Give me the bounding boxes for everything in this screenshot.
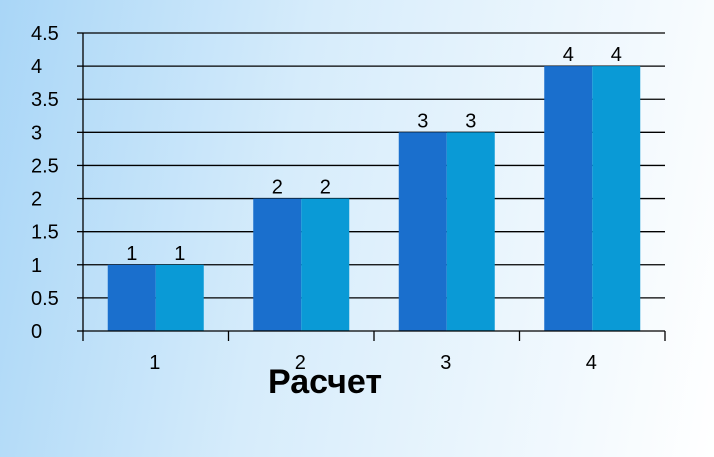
data-label: 3 bbox=[417, 110, 428, 132]
y-tick-label: 1.5 bbox=[31, 222, 59, 244]
axes bbox=[77, 32, 666, 341]
bar bbox=[155, 264, 204, 331]
data-label: 1 bbox=[174, 243, 185, 265]
data-label: 3 bbox=[465, 110, 476, 132]
y-tick-label: 4 bbox=[31, 56, 42, 78]
labels: 0 0.5 1 1.5 2 2.5 3 3.5 4 4.5 1 1 1 2 2 2 3 3 3 4 4 4 bbox=[31, 23, 622, 374]
y-tick-label: 4.5 bbox=[31, 23, 59, 45]
data-label: 4 bbox=[563, 44, 574, 66]
data-label: 4 bbox=[611, 44, 622, 66]
y-tick-label: 3.5 bbox=[31, 89, 59, 111]
data-label: 2 bbox=[320, 177, 331, 199]
x-axis-title: Расчет bbox=[268, 363, 382, 401]
bar bbox=[592, 66, 641, 331]
bar bbox=[446, 132, 495, 331]
x-tick-label: 4 bbox=[586, 352, 597, 374]
y-tick-label: 2.5 bbox=[31, 155, 59, 177]
data-label: 1 bbox=[126, 243, 137, 265]
x-tick-label: 3 bbox=[440, 352, 451, 374]
y-tick-label: 3 bbox=[31, 122, 42, 144]
y-tick-label: 0.5 bbox=[31, 288, 59, 310]
x-tick-label: 2 bbox=[295, 352, 306, 374]
y-tick-label: 2 bbox=[31, 189, 42, 211]
bar bbox=[544, 66, 593, 331]
data-label: 2 bbox=[272, 177, 283, 199]
x-tick-label: 1 bbox=[149, 352, 160, 374]
y-tick-label: 1 bbox=[31, 255, 42, 277]
y-tick-label: 0 bbox=[31, 321, 42, 343]
bar bbox=[398, 132, 447, 331]
bar bbox=[301, 198, 350, 331]
bar bbox=[107, 264, 156, 331]
bar bbox=[253, 198, 302, 331]
bars bbox=[107, 66, 641, 331]
